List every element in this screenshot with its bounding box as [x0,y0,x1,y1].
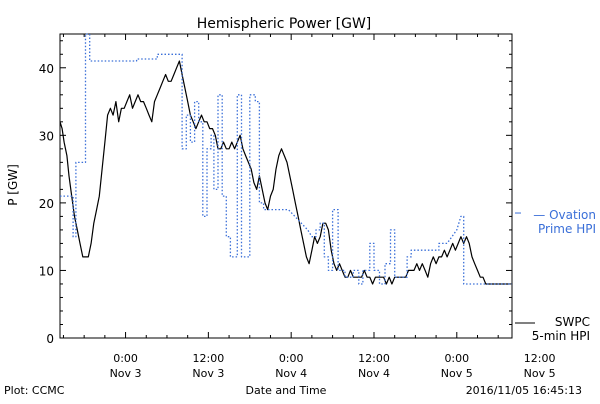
x-axis: 0:00 Nov 3 12:00 Nov 3 0:00 Nov 4 12:00 Nov 4 0:… [62,34,556,380]
y-axis-label: P [GW] [6,164,20,206]
y-tick-label: 0 [46,332,54,346]
x-tick-label-time: 12:00 [524,352,556,365]
x-tick-label-date: Nov 3 [110,367,142,380]
x-tick-label-time: 0:00 [113,352,138,365]
x-tick-label-time: 12:00 [358,352,390,365]
legend-ovation-line1: — Ovation [533,208,596,222]
y-tick-label: 30 [39,129,54,143]
legend-ovation-line2: Prime HPI [538,222,596,236]
series-line-swpc [59,60,510,285]
y-tick-label: 20 [39,197,54,211]
plot-frame [59,33,513,339]
legend-swpc-line1: SWPC [555,315,590,329]
footer-plot-credit: Plot: CCMC [4,384,65,397]
x-tick-label-date: Nov 4 [275,367,307,380]
y-tick-label: 10 [39,264,54,278]
x-tick-label-time: 0:00 [444,352,469,365]
series-layer [59,33,512,285]
chart-title: Hemispheric Power [GW] [197,16,372,32]
y-tick-label: 40 [39,62,54,76]
x-tick-label-date: Nov 5 [441,367,473,380]
x-tick-label-time: 12:00 [193,352,225,365]
footer-timestamp: 2016/11/05 16:45:13 [466,384,582,397]
footer-x-title: Date and Time [246,384,327,397]
series-line-ovation [60,33,512,285]
x-tick-label-date: Nov 3 [192,367,224,380]
legend-swpc-line2: 5-min HPI [532,329,590,343]
x-tick-label-date: Nov 4 [358,367,390,380]
y-axis: 0 10 20 30 40 [39,40,512,346]
x-tick-label-time: 0:00 [279,352,304,365]
x-tick-label-date: Nov 5 [524,367,556,380]
